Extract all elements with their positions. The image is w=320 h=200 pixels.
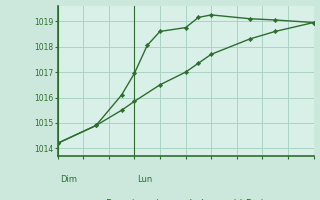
Text: Pression niveau de la mer( hPa ): Pression niveau de la mer( hPa )	[107, 198, 265, 200]
Text: Dim: Dim	[60, 176, 77, 184]
Text: Lun: Lun	[137, 176, 152, 184]
